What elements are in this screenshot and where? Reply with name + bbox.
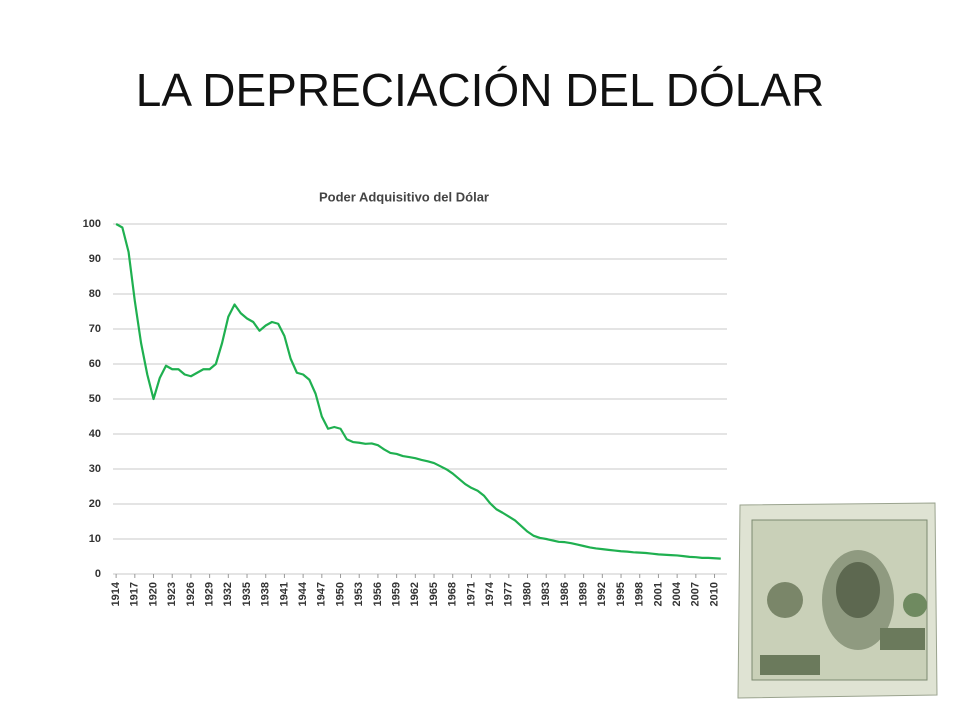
chart-title: Poder Adquisitivo del Dólar — [319, 189, 489, 204]
x-tick-label: 1956 — [372, 582, 384, 606]
x-tick-label: 1935 — [241, 582, 253, 606]
y-tick-label: 10 — [89, 533, 101, 545]
dollar-bill — [737, 502, 938, 699]
y-tick-label: 20 — [89, 498, 101, 510]
y-tick-label: 80 — [89, 288, 101, 300]
slide-title: LA DEPRECIACIÓN DEL DÓLAR — [136, 64, 825, 116]
x-tick-label: 1977 — [503, 582, 515, 606]
x-tick-label: 1926 — [185, 582, 197, 606]
y-tick-label: 90 — [89, 253, 101, 265]
x-tick-label: 1983 — [540, 582, 552, 606]
x-tick-label: 2007 — [690, 582, 702, 606]
x-tick-label: 1923 — [166, 582, 178, 606]
y-tick-label: 50 — [89, 393, 101, 405]
x-tick-label: 1917 — [129, 582, 141, 606]
x-tick-label: 1929 — [204, 582, 216, 606]
x-tick-label: 1962 — [409, 582, 421, 606]
y-tick-label: 0 — [95, 568, 101, 580]
x-tick-label: 1965 — [428, 582, 440, 606]
y-tick-label: 40 — [89, 428, 101, 440]
x-tick-label: 1947 — [316, 582, 328, 606]
x-tick-label: 1986 — [559, 582, 571, 606]
y-tick-label: 30 — [89, 463, 101, 475]
x-tick-label: 1944 — [297, 581, 309, 606]
x-tick-label: 1974 — [484, 581, 496, 606]
x-tick-label: 1950 — [334, 582, 346, 606]
y-tick-label: 100 — [83, 218, 101, 230]
x-tick-label: 1932 — [222, 582, 234, 606]
x-tick-label: 2001 — [652, 582, 664, 606]
x-tick-label: 1920 — [147, 582, 159, 606]
x-tick-label: 2010 — [708, 582, 720, 606]
x-tick-label: 1971 — [465, 582, 477, 606]
x-tick-label: 1989 — [578, 582, 590, 606]
x-tick-label: 1914 — [110, 581, 122, 606]
x-tick-label: 1938 — [260, 582, 272, 606]
x-tick-label: 1953 — [353, 582, 365, 606]
x-tick-label: 1968 — [447, 582, 459, 606]
x-tick-label: 1980 — [521, 582, 533, 606]
x-tick-label: 1941 — [278, 582, 290, 606]
x-tick-label: 1992 — [596, 582, 608, 606]
y-tick-label: 70 — [89, 323, 101, 335]
x-tick-label: 1959 — [391, 582, 403, 606]
x-tick-label: 1995 — [615, 582, 627, 606]
x-tick-label: 2004 — [671, 581, 683, 606]
y-tick-label: 60 — [89, 358, 101, 370]
data-line — [115, 223, 721, 560]
x-tick-label: 1998 — [634, 582, 646, 606]
